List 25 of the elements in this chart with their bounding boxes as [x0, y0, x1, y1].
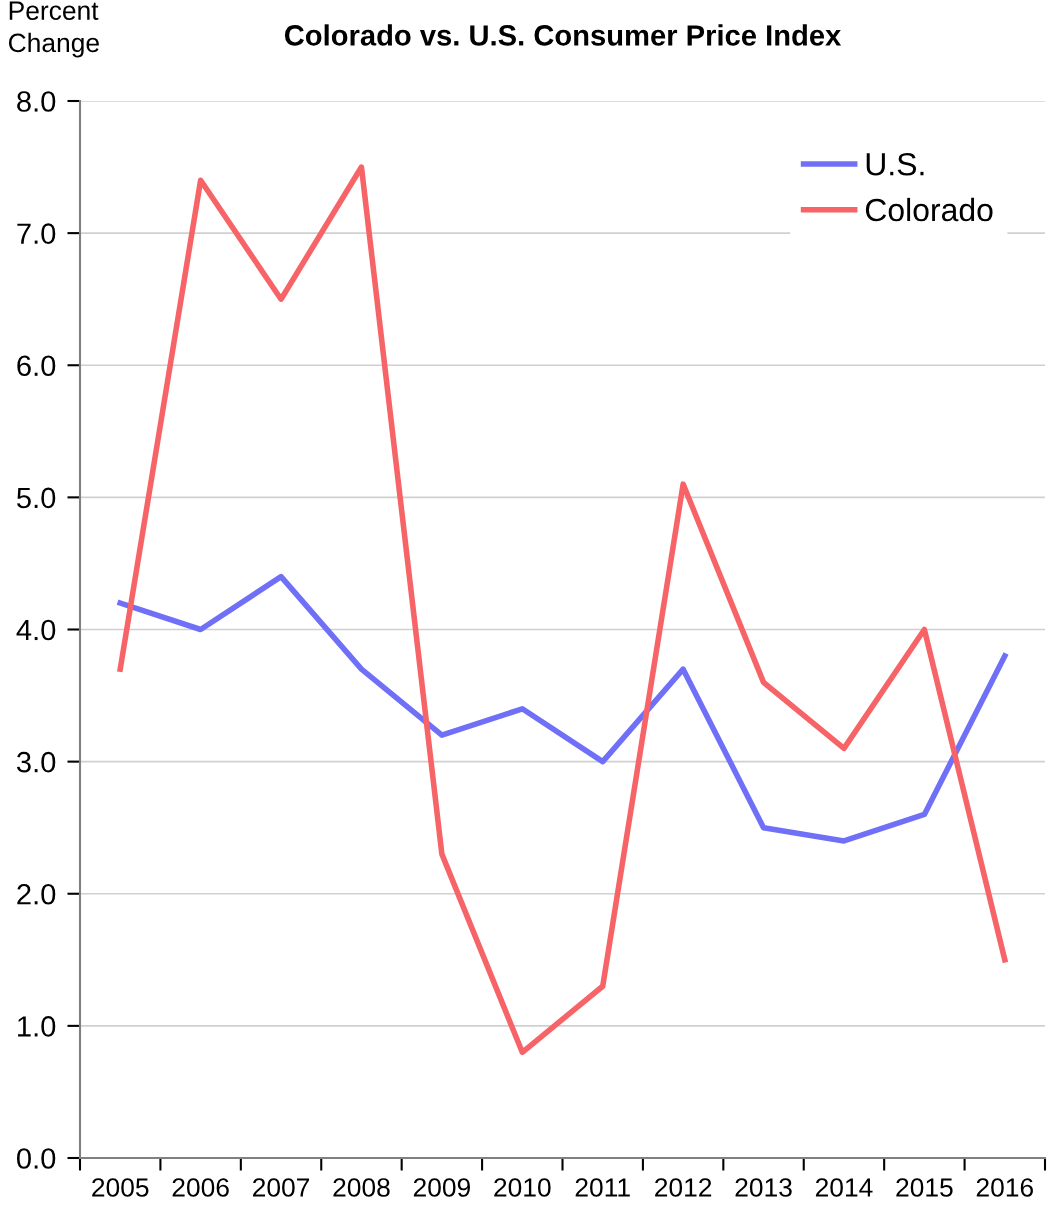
y-tick-label: 1.0 [18, 1016, 56, 1037]
x-tick-label: 2014 [815, 1178, 873, 1197]
y-tick-label: 3.0 [16, 751, 56, 773]
x-tick-label: 2009 [413, 1178, 470, 1197]
x-tick-label: 2010 [494, 1178, 551, 1197]
y-axis-title: Percent Change [8, 1, 99, 58]
x-tick-label: 2011 [575, 1178, 630, 1197]
y-tick-label: 8.0 [17, 91, 56, 112]
y-tick-label: 2.0 [17, 883, 56, 905]
legend-label: U.S. [866, 152, 924, 176]
x-tick-label: 2013 [735, 1178, 792, 1197]
x-tick-label: 2012 [655, 1178, 712, 1197]
x-tick-label: 2016 [976, 1178, 1033, 1197]
chart-title: Colorado vs. U.S. Consumer Price Index [284, 24, 842, 46]
x-tick-label: 2007 [253, 1178, 310, 1197]
x-tick-label: 2008 [333, 1178, 390, 1197]
y-tick-label: 7.0 [17, 223, 56, 244]
y-tick-label: 5.0 [17, 487, 56, 509]
y-tick-label: 4.0 [16, 619, 56, 641]
x-tick-label: 2005 [92, 1178, 149, 1197]
x-tick-label: 2006 [172, 1178, 229, 1197]
y-tick-label: 0.0 [16, 1148, 56, 1169]
x-tick-label: 2015 [896, 1178, 953, 1197]
y-tick-label: 6.0 [17, 355, 56, 377]
legend-label: Colorado [865, 197, 993, 222]
